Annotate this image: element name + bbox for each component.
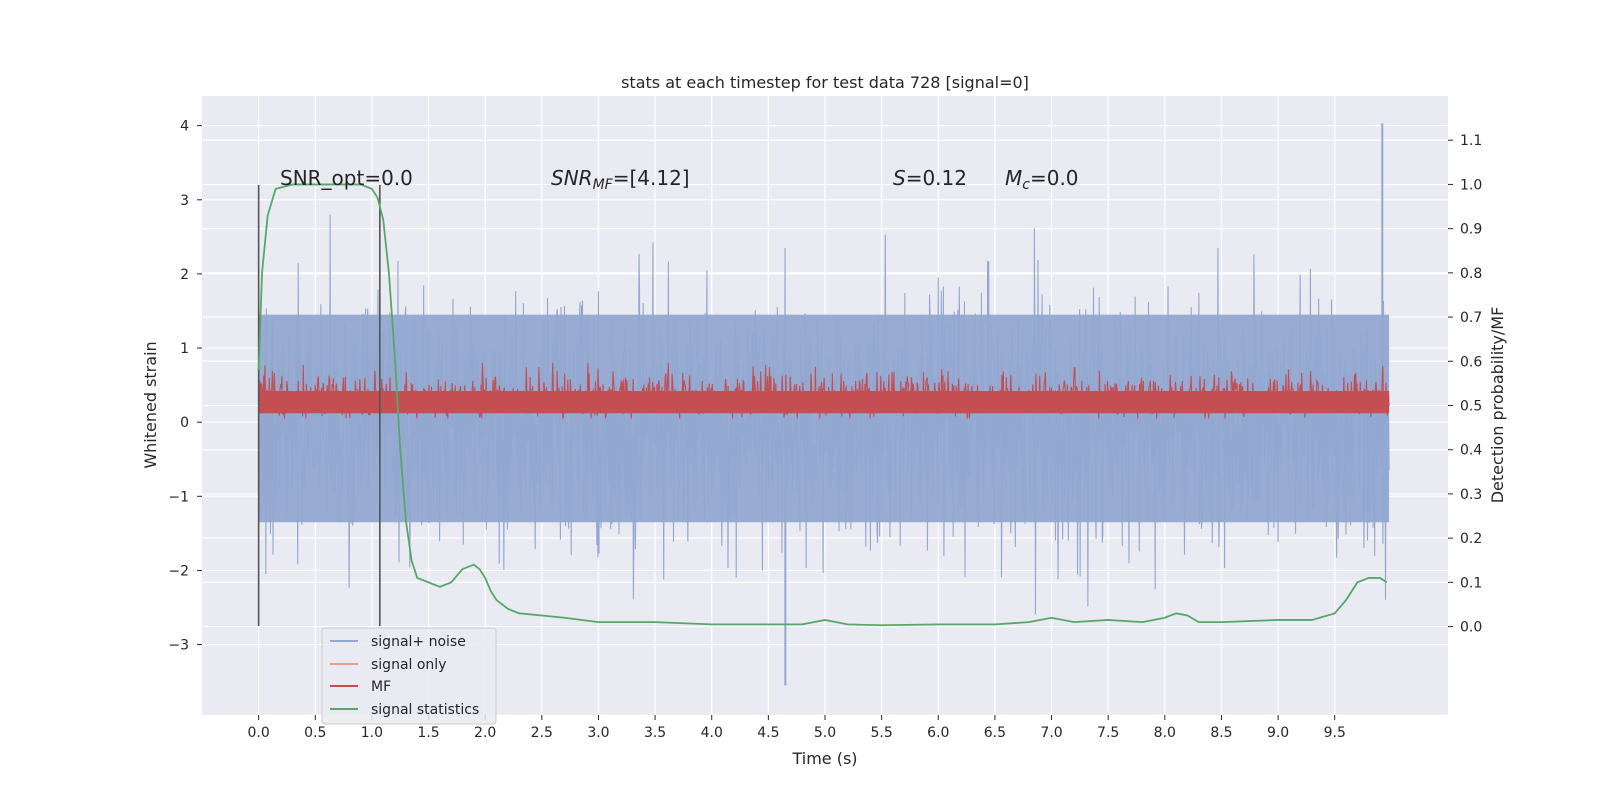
y2-tick-label: 0.0: [1460, 620, 1482, 636]
y2-tick-label: 0.6: [1460, 354, 1482, 370]
right-axis-ticks: 1.1 1.0 0.9 0.8 0.7 0.6 0.5 0.4 0.3 0.2 0.1 0.0: [1448, 133, 1482, 636]
y2-tick-label: 0.8: [1460, 266, 1482, 282]
x-tick-label: 3.0: [587, 725, 609, 741]
right-y-axis-label: Detection probability/MF: [1488, 307, 1507, 504]
series-signal-statistics: [257, 183, 1388, 627]
annotation-snr-mf-subscript: MF: [593, 177, 614, 193]
annotation-s-symbol: S: [893, 166, 906, 190]
x-tick-label: 7.5: [1097, 725, 1119, 741]
annotation-mc-value: =0.0: [1030, 166, 1079, 190]
y-tick-label: −1: [168, 489, 189, 505]
y2-tick-label: 0.3: [1460, 487, 1482, 503]
legend: signal+ noise signal only MF signal stat…: [321, 627, 497, 725]
x-tick-label: 0.5: [304, 725, 326, 741]
y2-tick-label: 0.1: [1460, 575, 1482, 591]
y2-tick-label: 0.7: [1460, 310, 1482, 326]
x-tick-label: 8.0: [1154, 725, 1176, 741]
annotation-snr-mf: SNRMF=[4.12]: [551, 166, 690, 193]
legend-label-mf: MF: [371, 679, 391, 695]
y-tick-label: 4: [180, 119, 189, 135]
x-tick-label: 8.5: [1210, 725, 1232, 741]
legend-box: [321, 627, 497, 725]
y-tick-label: −3: [168, 638, 189, 654]
x-tick-label: 0.0: [248, 725, 270, 741]
x-tick-label: 1.5: [417, 725, 439, 741]
y-tick-label: 0: [180, 415, 189, 431]
legend-label-signal-noise: signal+ noise: [371, 634, 466, 650]
x-tick-label: 1.0: [361, 725, 383, 741]
legend-label-signal-only: signal only: [371, 657, 446, 673]
annotation-snr-mf-symbol: SNR: [551, 166, 593, 190]
y2-tick-label: 0.9: [1460, 222, 1482, 238]
annotation-mc: Mc=0.0: [1005, 166, 1079, 193]
chart-title: stats at each timestep for test data 728…: [621, 73, 1029, 92]
annotation-snr-mf-value: =[4.12]: [613, 166, 690, 190]
y-tick-label: 2: [180, 267, 189, 283]
vertical-markers: [257, 184, 381, 627]
y-tick-label: 3: [180, 193, 189, 209]
annotation-s-value: =0.12: [906, 166, 967, 190]
x-tick-label: 2.5: [531, 725, 553, 741]
legend-label-signal-statistics: signal statistics: [371, 702, 479, 718]
x-tick-label: 5.5: [871, 725, 893, 741]
y2-tick-label: 0.2: [1460, 531, 1482, 547]
y2-tick-label: 1.1: [1460, 133, 1482, 149]
left-axis-ticks: 4 3 2 1 0 −1 −2 −3: [168, 119, 202, 654]
annotation-s: S=0.12: [893, 166, 967, 190]
x-tick-label: 6.0: [927, 725, 949, 741]
annotation-snr-opt: SNR_opt=0.0: [280, 166, 413, 190]
x-tick-label: 3.5: [644, 725, 666, 741]
x-tick-label: 2.0: [474, 725, 496, 741]
x-tick-label: 6.5: [984, 725, 1006, 741]
y2-tick-label: 1.0: [1460, 177, 1482, 193]
y-tick-label: −2: [168, 563, 189, 579]
x-axis-label: Time (s): [791, 749, 857, 768]
x-tick-label: 4.5: [757, 725, 779, 741]
mf-trace: [258, 362, 1390, 419]
y2-tick-label: 0.4: [1460, 443, 1482, 459]
x-axis-ticks: 0.0 0.5 1.0 1.5 2.0 2.5 3.0 3.5 4.0 4.5 5.0 5.5 6.0 6…: [248, 715, 1346, 741]
y-tick-label: 1: [180, 341, 189, 357]
x-tick-label: 9.5: [1324, 725, 1346, 741]
y2-tick-label: 0.5: [1460, 399, 1482, 415]
left-y-axis-label: Whitened strain: [141, 341, 160, 468]
x-tick-label: 9.0: [1267, 725, 1289, 741]
x-tick-label: 7.0: [1040, 725, 1062, 741]
series-mf: [258, 362, 1390, 419]
annotation-mc-symbol: M: [1005, 166, 1022, 190]
x-tick-label: 5.0: [814, 725, 836, 741]
x-tick-label: 4.0: [701, 725, 723, 741]
annotation-mc-subscript: c: [1022, 177, 1030, 193]
